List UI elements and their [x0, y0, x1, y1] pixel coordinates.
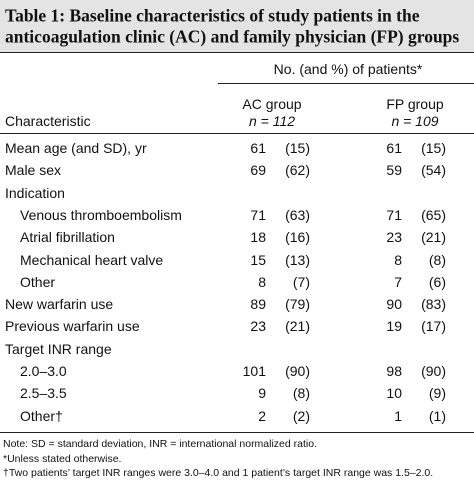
ac-percent: (90) [285, 363, 310, 379]
ac-count: 15 [250, 251, 266, 268]
fp-percent: (15) [421, 140, 446, 156]
title-bar: Table 1: Baseline characteristics of stu… [0, 0, 474, 53]
fp-count: 71 [386, 206, 402, 223]
ac-percent: (63) [285, 206, 310, 223]
note: Note: SD = standard deviation, INR = int… [3, 437, 318, 450]
fp-percent: (1) [428, 407, 446, 424]
fp-percent: (83) [421, 296, 446, 313]
fp-count: 59 [386, 162, 402, 179]
fp-percent: (65) [421, 206, 446, 223]
header-ac-n: n = 112 [248, 113, 296, 129]
fp-count: 98 [386, 363, 402, 379]
row-label: Other† [20, 407, 63, 424]
ac-percent: (79) [285, 296, 310, 313]
ac-count: 101 [242, 363, 266, 379]
fp-count: 90 [386, 296, 402, 313]
rule [218, 83, 474, 84]
ac-percent: (21) [285, 318, 310, 335]
fp-count: 19 [386, 318, 402, 335]
ac-count: 9 [258, 385, 266, 402]
fp-percent: (6) [428, 273, 446, 290]
title-line: Table 1: Baseline characteristics of stu… [5, 5, 420, 26]
row-label: Atrial fibrillation [20, 229, 115, 246]
fp-percent: (8) [428, 251, 446, 268]
row-label: Indication [5, 184, 65, 201]
rule [0, 133, 474, 134]
ac-percent: (2) [292, 407, 310, 424]
rule [0, 432, 474, 433]
row-label: Target INR range [5, 340, 112, 357]
fp-count: 1 [394, 407, 402, 424]
fp-percent: (17) [421, 318, 446, 335]
header-fp-n: n = 109 [391, 113, 439, 129]
fp-percent: (9) [428, 385, 446, 402]
ac-count: 61 [250, 140, 266, 156]
fp-count: 23 [386, 229, 402, 246]
fp-percent: (21) [421, 229, 446, 246]
fp-percent: (54) [421, 162, 446, 179]
ac-count: 23 [250, 318, 266, 335]
ac-percent: (13) [285, 251, 310, 268]
ac-percent: (16) [285, 229, 310, 246]
ac-percent: (8) [292, 385, 310, 402]
ac-percent: (7) [292, 273, 310, 290]
fp-count: 10 [386, 385, 402, 402]
ac-count: 8 [258, 273, 266, 290]
row-label: New warfarin use [5, 296, 114, 313]
note: *Unless stated otherwise. [3, 452, 122, 465]
title-line: anticoagulation clinic (AC) and family p… [5, 26, 460, 47]
row-label: Other [20, 273, 56, 290]
ac-count: 89 [250, 296, 266, 313]
row-label: Mean age (and SD), yr [5, 140, 147, 156]
ac-count: 2 [258, 407, 266, 424]
header-characteristic: Characteristic [5, 113, 91, 129]
row-label: Mechanical heart valve [20, 251, 164, 268]
fp-count: 61 [386, 140, 402, 156]
fp-count: 8 [394, 251, 402, 268]
header-fp: FP group [386, 96, 444, 112]
fp-percent: (90) [421, 363, 446, 379]
ac-percent: (15) [285, 140, 310, 156]
row-label: 2.5–3.5 [20, 385, 67, 402]
ac-count: 71 [250, 206, 266, 223]
row-label: 2.0–3.0 [20, 363, 67, 379]
row-label: Venous thromboembolism [20, 206, 182, 223]
fp-count: 7 [394, 273, 402, 290]
row-label: Male sex [5, 162, 62, 179]
row-label: Previous warfarin use [5, 318, 140, 335]
ac-percent: (62) [285, 162, 310, 179]
header-ac: AC group [242, 96, 302, 112]
ac-count: 18 [250, 229, 266, 246]
header-span: No. (and %) of patients* [273, 61, 423, 77]
note: †Two patients’ target INR ranges were 3.… [3, 466, 434, 479]
ac-count: 69 [250, 162, 266, 179]
